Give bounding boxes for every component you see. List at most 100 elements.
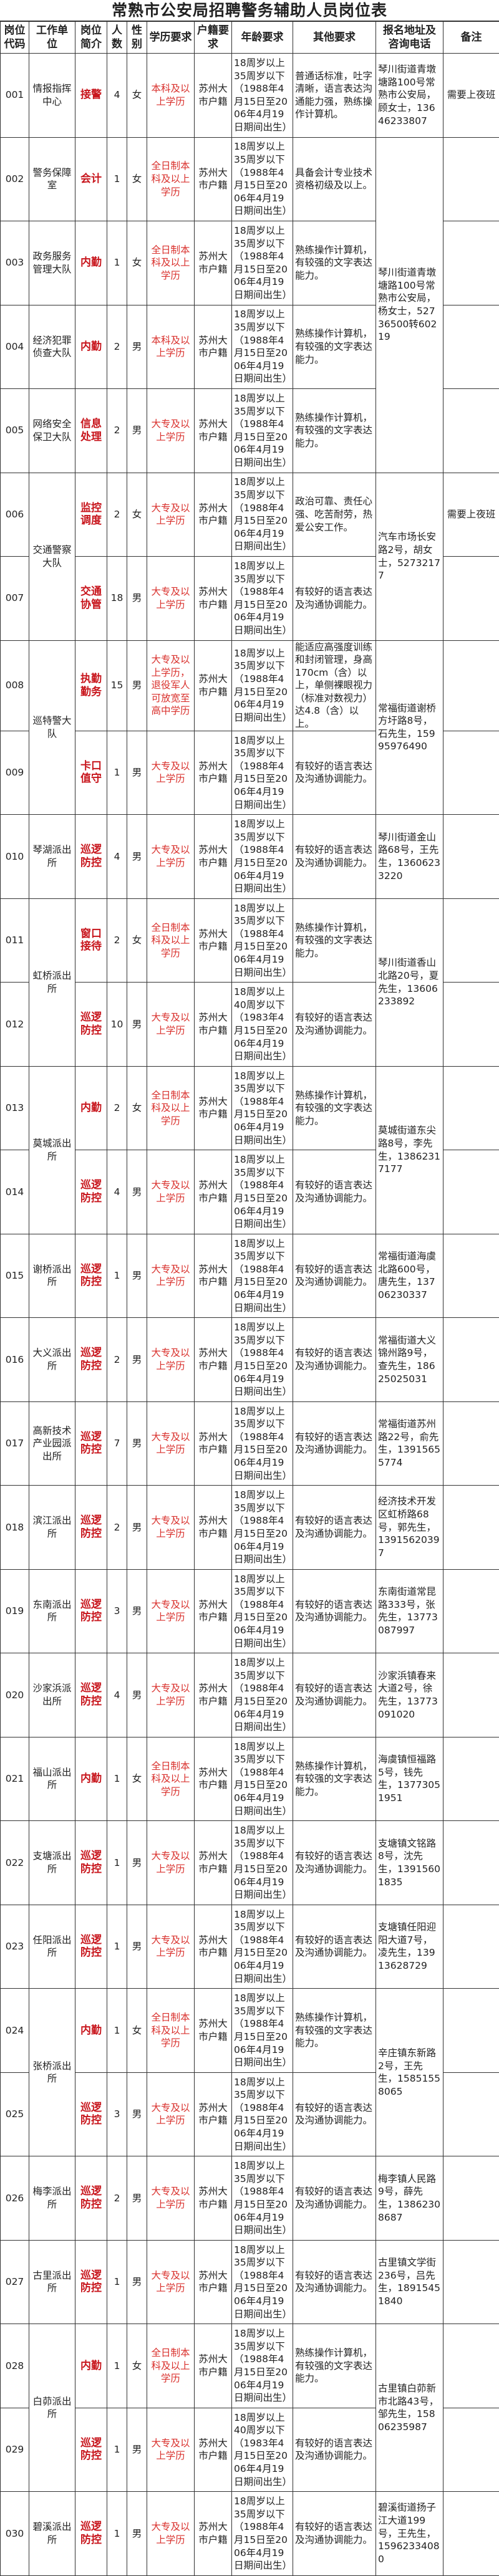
cell-count: 2 xyxy=(107,1486,127,1570)
cell-age: 18周岁以上35周岁以下（1988年4月15日至2006年4月19日期间出生） xyxy=(232,1401,293,1486)
cell-position: 交通协管 xyxy=(75,557,107,641)
cell-hukou: 苏州大市户籍 xyxy=(195,1234,232,1318)
cell-unit: 谢桥派出所 xyxy=(29,1234,75,1318)
cell-count: 4 xyxy=(107,1150,127,1234)
cell-unit: 网络安全保卫大队 xyxy=(29,389,75,473)
cell-position: 内勤 xyxy=(75,1989,107,2073)
cell-remark xyxy=(443,1318,499,1402)
cell-hukou: 苏州大市户籍 xyxy=(195,983,232,1067)
cell-age: 18周岁以上35周岁以下（1988年4月15日至2006年4月19日期间出生） xyxy=(232,1234,293,1318)
cell-age: 18周岁以上35周岁以下（1988年4月15日至2006年4月19日期间出生） xyxy=(232,2324,293,2408)
cell-age: 18周岁以上35周岁以下（1988年4月15日至2006年4月19日期间出生） xyxy=(232,2072,293,2156)
cell-unit: 警务保障室 xyxy=(29,137,75,221)
cell-other: 有较好的语言表达及沟通协调能力。 xyxy=(293,1486,376,1570)
cell-count: 7 xyxy=(107,1401,127,1486)
cell-code: 013 xyxy=(1,1066,29,1150)
cell-age: 18周岁以上35周岁以下（1988年4月15日至2006年4月19日期间出生） xyxy=(232,1737,293,1821)
cell-count: 10 xyxy=(107,983,127,1067)
cell-address: 琴川街道香山北路20号，夏先生，13606233892 xyxy=(376,898,443,1066)
cell-count: 1 xyxy=(107,221,127,305)
cell-address: 常福街道苏州路22号，俞先生，13915655774 xyxy=(376,1401,443,1486)
cell-unit: 巡特警大队 xyxy=(29,640,75,815)
cell-age: 18周岁以上35周岁以下（1988年4月15日至2006年4月19日期间出生） xyxy=(232,473,293,557)
cell-age: 18周岁以上35周岁以下（1988年4月15日至2006年4月19日期间出生） xyxy=(232,2156,293,2241)
cell-hukou: 苏州大市户籍 xyxy=(195,221,232,305)
cell-other: 熟练操作计算机，有较强的文字表达能力。 xyxy=(293,305,376,389)
header-code: 岗位代码 xyxy=(1,22,29,54)
cell-remark xyxy=(443,1486,499,1570)
cell-age: 18周岁以上35周岁以下（1988年4月15日至2006年4月19日期间出生） xyxy=(232,1150,293,1234)
cell-position: 巡逻防控 xyxy=(75,1150,107,1234)
cell-code: 002 xyxy=(1,137,29,221)
cell-education: 大专及以上学历 xyxy=(147,1569,195,1653)
cell-education: 大专及以上学历 xyxy=(147,731,195,815)
cell-position: 巡逻防控 xyxy=(75,2492,107,2576)
cell-unit: 张桥派出所 xyxy=(29,1989,75,2156)
cell-remark xyxy=(443,2240,499,2324)
cell-age: 18周岁以上35周岁以下（1988年4月15日至2006年4月19日期间出生） xyxy=(232,1318,293,1402)
cell-unit: 碧溪派出所 xyxy=(29,2492,75,2576)
cell-gender: 女 xyxy=(127,898,147,983)
cell-gender: 男 xyxy=(127,1905,147,1989)
cell-position: 巡逻防控 xyxy=(75,1905,107,1989)
cell-hukou: 苏州大市户籍 xyxy=(195,1066,232,1150)
cell-gender: 女 xyxy=(127,1066,147,1150)
cell-count: 2 xyxy=(107,898,127,983)
cell-address: 琴川街道金山路68号，王先生，13606233220 xyxy=(376,815,443,899)
cell-code: 011 xyxy=(1,898,29,983)
cell-address: 常福街道谢桥方圩路8号，石先生，15995976490 xyxy=(376,640,443,815)
cell-other: 有较好的语言表达及沟通协调能力。 xyxy=(293,1569,376,1653)
cell-education: 全日制本科及以上学历 xyxy=(147,1989,195,2073)
cell-unit: 交通警察大队 xyxy=(29,473,75,640)
cell-hukou: 苏州大市户籍 xyxy=(195,137,232,221)
cell-education: 全日制本科及以上学历 xyxy=(147,898,195,983)
header-gender: 性别 xyxy=(127,22,147,54)
cell-position: 执勤勤务 xyxy=(75,640,107,731)
header-address: 报名地址及咨询电话 xyxy=(376,22,443,54)
cell-address: 海虞镇恒福路5号，钱先生，13773051951 xyxy=(376,1737,443,1821)
cell-position: 内勤 xyxy=(75,305,107,389)
cell-code: 029 xyxy=(1,2408,29,2492)
cell-education: 大专及以上学历 xyxy=(147,1150,195,1234)
cell-code: 020 xyxy=(1,1653,29,1737)
cell-other: 有较好的语言表达及沟通协调能力。 xyxy=(293,2072,376,2156)
cell-hukou: 苏州大市户籍 xyxy=(195,1905,232,1989)
table-header-row: 岗位代码 工作单位 岗位简介 人数 性别 学历要求 户籍要求 年龄要求 其他要求… xyxy=(1,22,499,54)
cell-education: 大专及以上学历 xyxy=(147,557,195,641)
cell-unit: 梅李派出所 xyxy=(29,2156,75,2241)
cell-code: 021 xyxy=(1,1737,29,1821)
cell-gender: 女 xyxy=(127,137,147,221)
cell-address: 琴川街道青墩塘路100号常熟市公安局，杨女士，52736500转60219 xyxy=(376,137,443,473)
cell-remark xyxy=(443,1150,499,1234)
cell-address: 碧溪街道扬子江大道199号，王先生，15962334080 xyxy=(376,2492,443,2576)
cell-education: 大专及以上学历 xyxy=(147,1905,195,1989)
cell-remark xyxy=(443,1905,499,1989)
cell-age: 18周岁以上35周岁以下（1988年4月15日至2006年4月19日期间出生） xyxy=(232,2492,293,2576)
cell-address: 梅李镇人民路9号，薛先生，13862308687 xyxy=(376,2156,443,2241)
cell-position: 监控调度 xyxy=(75,473,107,557)
cell-age: 18周岁以上35周岁以下（1988年4月15日至2006年4月19日期间出生） xyxy=(232,898,293,983)
header-education: 学历要求 xyxy=(147,22,195,54)
cell-education: 大专及以上学历 xyxy=(147,2408,195,2492)
cell-remark xyxy=(443,221,499,305)
cell-gender: 男 xyxy=(127,1234,147,1318)
cell-count: 4 xyxy=(107,1653,127,1737)
cell-unit: 沙家浜派出所 xyxy=(29,1653,75,1737)
cell-hukou: 苏州大市户籍 xyxy=(195,2072,232,2156)
cell-address: 东南街道常昆路333号，张先生，13773087997 xyxy=(376,1569,443,1653)
cell-age: 18周岁以上35周岁以下（1988年4月15日至2006年4月19日期间出生） xyxy=(232,1821,293,1905)
cell-position: 巡逻防控 xyxy=(75,815,107,899)
cell-unit: 东南派出所 xyxy=(29,1569,75,1653)
cell-code: 012 xyxy=(1,983,29,1067)
cell-other: 能适应高强度训练和封闭管理，身高170cm（含）以上，单侧裸眼视力（标准对数视力… xyxy=(293,640,376,731)
cell-age: 18周岁以上35周岁以下（1988年4月15日至2006年4月19日期间出生） xyxy=(232,731,293,815)
cell-gender: 男 xyxy=(127,1569,147,1653)
